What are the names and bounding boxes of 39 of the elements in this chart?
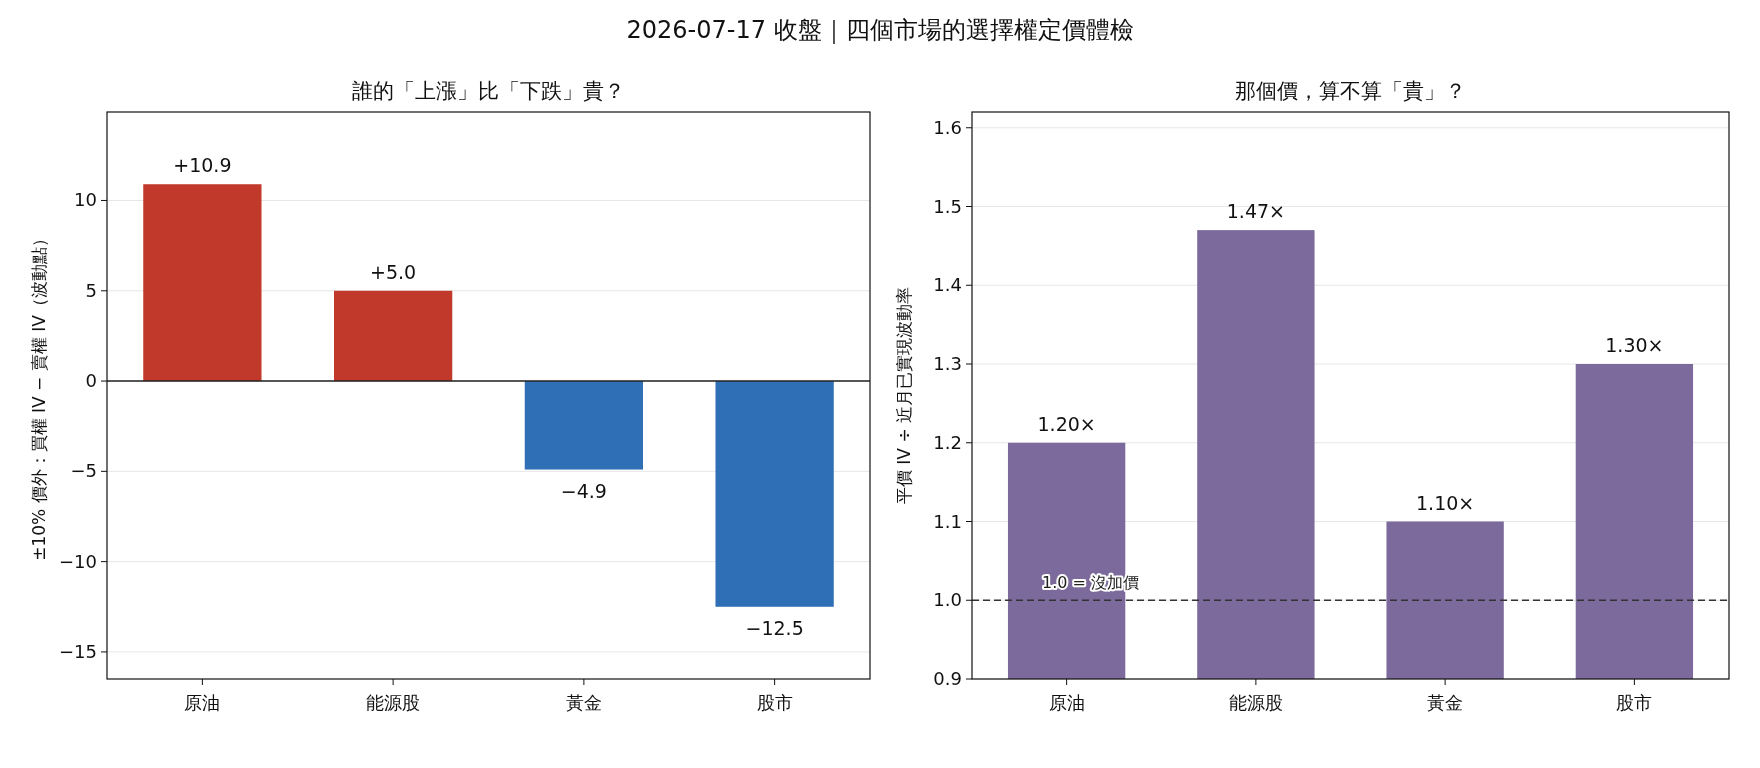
y-tick-label: 1.3	[933, 353, 962, 374]
y-tick-label: −5	[70, 460, 97, 482]
data-label: 1.10×	[1416, 491, 1475, 514]
y-tick-label: −10	[59, 550, 97, 572]
data-label: 1.47×	[1226, 200, 1285, 223]
y-tick-label: 1.5	[933, 195, 962, 217]
chart-title: 誰的「上漲」比「下跌」貴？	[352, 79, 625, 103]
y-tick-label: 1.4	[933, 274, 962, 296]
y-tick-label: 0	[85, 370, 97, 392]
y-axis-title: ±10% 價外：買權 IV − 賣權 IV（波動點）	[29, 230, 49, 561]
y-tick-label: −15	[59, 640, 97, 662]
y-tick-label: 5	[85, 279, 97, 301]
data-label: −12.5	[745, 616, 804, 639]
y-axis-title: 平價 IV ÷ 近月已實現波動率	[894, 286, 914, 505]
x-tick-label: 股市	[1616, 692, 1653, 713]
bar	[333, 290, 453, 382]
x-tick-label: 能源股	[1228, 692, 1283, 713]
x-tick-label: 能源股	[366, 692, 421, 713]
x-tick-label: 黃金	[565, 692, 602, 713]
y-tick-label: 1.0	[933, 589, 962, 611]
bar	[143, 184, 262, 382]
y-tick-label: 1.6	[933, 116, 962, 138]
x-tick-label: 原油	[1048, 692, 1085, 713]
bar	[715, 381, 834, 607]
chart-title: 那個價，算不算「貴」？	[1235, 79, 1466, 103]
x-tick-label: 原油	[184, 692, 221, 713]
data-label: −4.9	[560, 479, 607, 502]
y-tick-label: 10	[74, 189, 97, 211]
data-label: 1.20×	[1037, 412, 1096, 435]
y-tick-label: 1.1	[933, 510, 962, 532]
data-label: +5.0	[370, 260, 417, 283]
y-tick-label: 0.9	[933, 668, 962, 689]
data-label: +10.9	[173, 154, 232, 177]
x-tick-label: 股市	[756, 692, 793, 713]
text: 2026-07-17 收盤｜四個市場的選擇權定價體檢	[626, 16, 1134, 44]
bar	[524, 381, 644, 470]
x-tick-label: 黃金	[1427, 692, 1464, 713]
y-tick-label: 1.2	[933, 431, 962, 453]
data-label: 1.30×	[1605, 334, 1664, 356]
